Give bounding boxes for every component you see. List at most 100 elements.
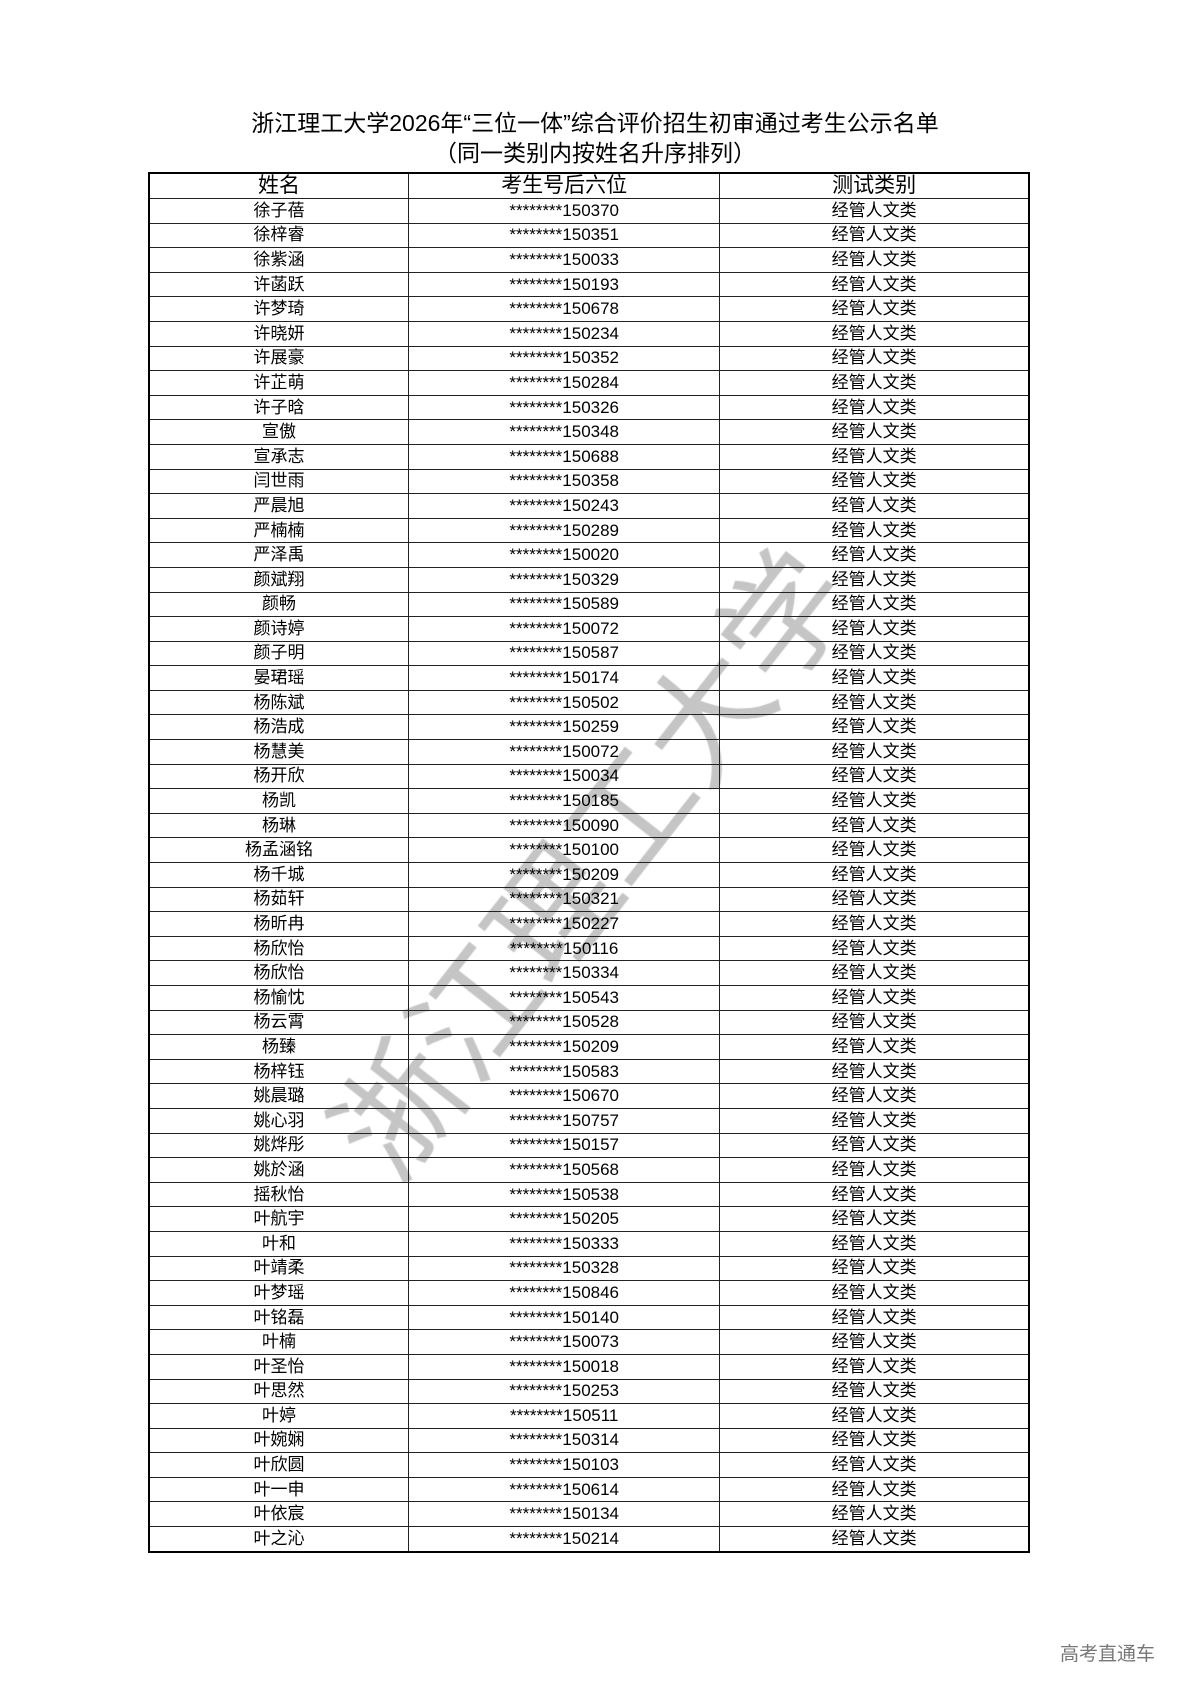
cell-test-category: 经管人文类 [719, 468, 1030, 495]
cell-exam-id: ********150174 [408, 665, 721, 691]
table-row: 闫世雨 ********150358 经管人文类 [148, 468, 1030, 495]
cell-test-category: 经管人文类 [719, 714, 1030, 741]
table-row: 杨陈斌 ********150502 经管人文类 [148, 689, 1030, 716]
table-row: 叶思然 ********150253 经管人文类 [148, 1378, 1030, 1405]
cell-exam-id: ********150034 [408, 763, 721, 790]
cell-exam-id: ********150227 [408, 911, 721, 937]
cell-exam-id: ********150020 [408, 542, 721, 568]
cell-exam-id: ********150103 [408, 1452, 721, 1478]
table-row: 许展豪 ********150352 经管人文类 [148, 345, 1030, 372]
header-name: 姓名 [148, 172, 410, 199]
cell-name: 颜子明 [148, 640, 410, 667]
table-row: 叶之沁 ********150214 经管人文类 [148, 1526, 1030, 1553]
cell-exam-id: ********150090 [408, 812, 721, 839]
table-row: 叶一申 ********150614 经管人文类 [148, 1476, 1030, 1503]
cell-test-category: 经管人文类 [719, 1034, 1030, 1060]
table-row: 姚心羽 ********150757 经管人文类 [148, 1107, 1030, 1134]
cell-exam-id: ********150511 [408, 1403, 721, 1429]
cell-exam-id: ********150568 [408, 1157, 721, 1183]
cell-exam-id: ********150284 [408, 370, 721, 396]
table-row: 杨千城 ********150209 经管人文类 [148, 862, 1030, 888]
cell-test-category: 经管人文类 [719, 1132, 1030, 1159]
table-row: 许梦琦 ********150678 经管人文类 [148, 296, 1030, 322]
cell-test-category: 经管人文类 [719, 370, 1030, 396]
cell-exam-id: ********150333 [408, 1230, 721, 1257]
header-test-category: 测试类别 [719, 172, 1030, 199]
cell-exam-id: ********150253 [408, 1378, 721, 1405]
cell-exam-id: ********150314 [408, 1427, 721, 1454]
table-row: 杨梓钰 ********150583 经管人文类 [148, 1058, 1030, 1085]
cell-test-category: 经管人文类 [719, 1353, 1030, 1380]
cell-name: 徐梓睿 [148, 222, 410, 249]
cell-test-category: 经管人文类 [719, 1206, 1030, 1232]
cell-test-category: 经管人文类 [719, 1329, 1030, 1355]
cell-test-category: 经管人文类 [719, 1230, 1030, 1257]
document-title: 浙江理工大学2026年“三位一体”综合评价招生初审通过考生公示名单 [251, 110, 939, 136]
cell-test-category: 经管人文类 [719, 862, 1030, 888]
cell-exam-id: ********150351 [408, 222, 721, 249]
table-row: 许晓妍 ********150234 经管人文类 [148, 320, 1030, 347]
cell-name: 姚於涵 [148, 1157, 410, 1183]
cell-test-category: 经管人文类 [719, 739, 1030, 765]
cell-name: 颜诗婷 [148, 616, 410, 642]
table-row: 许子晗 ********150326 经管人文类 [148, 394, 1030, 421]
table-row: 宣傲 ********150348 经管人文类 [148, 419, 1030, 445]
table-row: 叶依宸 ********150134 经管人文类 [148, 1501, 1030, 1528]
cell-test-category: 经管人文类 [719, 296, 1030, 322]
cell-name: 严楠楠 [148, 517, 410, 544]
cell-name: 叶楠 [148, 1329, 410, 1355]
cell-exam-id: ********150072 [408, 616, 721, 642]
cell-test-category: 经管人文类 [719, 689, 1030, 716]
cell-test-category: 经管人文类 [719, 1427, 1030, 1454]
cell-test-category: 经管人文类 [719, 493, 1030, 519]
cell-name: 叶圣怡 [148, 1353, 410, 1380]
cell-name: 徐子蓓 [148, 198, 410, 224]
cell-name: 杨梓钰 [148, 1058, 410, 1085]
cell-test-category: 经管人文类 [719, 394, 1030, 421]
footer-source: 高考直通车 [1060, 1644, 1156, 1665]
cell-exam-id: ********150543 [408, 985, 721, 1011]
cell-test-category: 经管人文类 [719, 345, 1030, 372]
cell-test-category: 经管人文类 [719, 985, 1030, 1011]
cell-exam-id: ********150757 [408, 1107, 721, 1134]
cell-test-category: 经管人文类 [719, 1452, 1030, 1478]
cell-test-category: 经管人文类 [719, 198, 1030, 224]
table-row: 杨孟涵铭 ********150100 经管人文类 [148, 837, 1030, 864]
cell-exam-id: ********150328 [408, 1255, 721, 1282]
table-row: 杨昕冉 ********150227 经管人文类 [148, 911, 1030, 937]
cell-name: 颜畅 [148, 591, 410, 618]
cell-name: 叶婷 [148, 1403, 410, 1429]
table-row: 叶圣怡 ********150018 经管人文类 [148, 1353, 1030, 1380]
cell-name: 杨昕冉 [148, 911, 410, 937]
table-row: 姚晨璐 ********150670 经管人文类 [148, 1083, 1030, 1109]
cell-name: 叶依宸 [148, 1501, 410, 1528]
cell-exam-id: ********150205 [408, 1206, 721, 1232]
cell-name: 宣承志 [148, 443, 410, 470]
cell-test-category: 经管人文类 [719, 665, 1030, 691]
cell-name: 许梦琦 [148, 296, 410, 322]
cell-name: 晏珺瑶 [148, 665, 410, 691]
table-row: 杨慧美 ********150072 经管人文类 [148, 739, 1030, 765]
cell-exam-id: ********150100 [408, 837, 721, 864]
table-row: 严楠楠 ********150289 经管人文类 [148, 517, 1030, 544]
cell-test-category: 经管人文类 [719, 1501, 1030, 1528]
cell-exam-id: ********150614 [408, 1476, 721, 1503]
cell-test-category: 经管人文类 [719, 443, 1030, 470]
table-row: 杨开欣 ********150034 经管人文类 [148, 763, 1030, 790]
cell-name: 叶和 [148, 1230, 410, 1257]
table-row: 杨愉忱 ********150543 经管人文类 [148, 985, 1030, 1011]
cell-name: 杨慧美 [148, 739, 410, 765]
cell-exam-id: ********150329 [408, 566, 721, 593]
cell-test-category: 经管人文类 [719, 1280, 1030, 1306]
cell-test-category: 经管人文类 [719, 517, 1030, 544]
table-header-row: 姓名 考生号后六位 测试类别 [148, 172, 1030, 199]
table-row: 叶梦瑶 ********150846 经管人文类 [148, 1280, 1030, 1306]
header-exam-id: 考生号后六位 [408, 172, 721, 199]
cell-test-category: 经管人文类 [719, 1107, 1030, 1134]
cell-exam-id: ********150073 [408, 1329, 721, 1355]
cell-name: 杨云霄 [148, 1009, 410, 1036]
cell-name: 杨孟涵铭 [148, 837, 410, 864]
cell-test-category: 经管人文类 [719, 1403, 1030, 1429]
table-row: 杨欣怡 ********150116 经管人文类 [148, 935, 1030, 962]
cell-test-category: 经管人文类 [719, 320, 1030, 347]
